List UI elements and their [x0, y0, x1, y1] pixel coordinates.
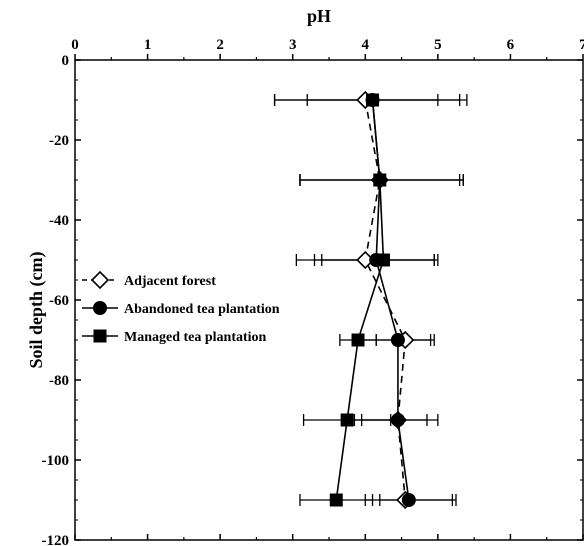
marker-managed-tea-plantation — [373, 173, 387, 187]
marker-managed-tea-plantation — [340, 413, 354, 427]
tick-labels-layer: 0 1 2 3 4 5 6 7 0 -20 -40 -60 -80 -100 -120 — [42, 37, 584, 546]
marker-managed-tea-plantation — [329, 493, 343, 507]
x-tick-label: 6 — [507, 37, 515, 53]
y-tick-label: -120 — [42, 533, 70, 546]
series-line-adjacent-forest — [364, 99, 407, 501]
y-axis-label: Soil depth (cm) — [26, 251, 47, 368]
y-tick-label: -80 — [49, 373, 69, 389]
marker-abandoned-tea-plantation — [401, 493, 416, 507]
marker-managed-tea-plantation — [366, 93, 380, 107]
x-tick-label: 2 — [216, 37, 224, 53]
marker-abandoned-tea-plantation — [390, 333, 405, 347]
marker-abandoned-tea-plantation — [390, 413, 405, 427]
x-tick-label: 3 — [289, 37, 297, 53]
markers-layer — [329, 90, 416, 510]
x-tick-label: 7 — [579, 37, 584, 53]
x-tick-label: 1 — [144, 37, 152, 53]
ticks-layer — [74, 54, 584, 541]
x-tick-label: 0 — [71, 37, 79, 53]
legend-label-adjacent-forest: Adjacent forest — [124, 274, 216, 289]
legend-marker-adjacent-forest — [90, 270, 110, 290]
x-tick-label: 5 — [434, 37, 442, 53]
marker-managed-tea-plantation — [351, 333, 365, 347]
chart-title: pH — [307, 6, 331, 26]
y-tick-label: -100 — [42, 453, 70, 469]
legend: Adjacent forest Abandoned tea plantation M… — [82, 270, 280, 345]
legend-marker-managed-tea-plantation — [93, 329, 107, 343]
series-lines-layer — [335, 99, 410, 501]
y-tick-label: -60 — [49, 293, 69, 309]
marker-managed-tea-plantation — [376, 253, 390, 267]
legend-label-abandoned-tea-plantation: Abandoned tea plantation — [124, 302, 280, 317]
y-tick-label: -40 — [49, 213, 69, 229]
legend-marker-abandoned-tea-plantation — [93, 301, 107, 315]
legend-label-managed-tea-plantation: Managed tea plantation — [124, 330, 267, 345]
y-tick-label: 0 — [62, 53, 70, 69]
series-line-managed-tea-plantation — [335, 99, 385, 501]
y-tick-label: -20 — [49, 133, 69, 149]
plot-frame — [74, 59, 584, 541]
x-tick-label: 4 — [362, 37, 370, 53]
